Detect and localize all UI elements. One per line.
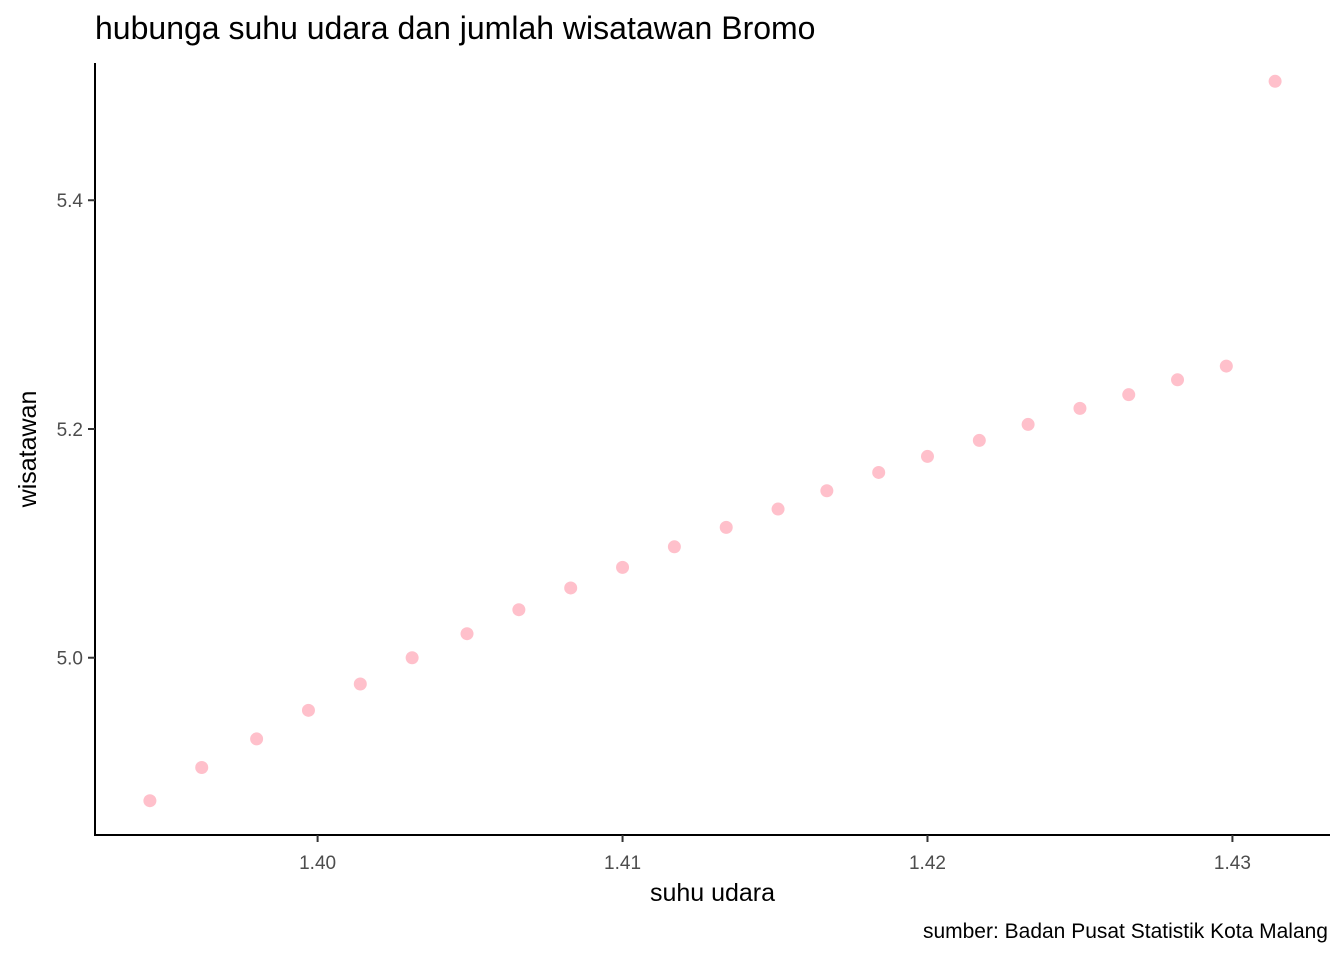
data-point [920,449,934,463]
data-points [143,74,1282,808]
data-point [719,520,733,534]
data-point [1122,388,1136,402]
y-tick-label: 5.0 [57,649,83,670]
y-axis-title: wisatawan [14,391,42,509]
tick-labels: 1.40 1.41 1.42 1.43 5.0 5.2 5.4 [57,191,1251,874]
data-point [872,465,886,479]
data-point [667,540,681,554]
data-point [250,732,264,746]
data-point [143,794,157,808]
data-point [972,433,986,447]
data-point [353,677,367,691]
data-point [1171,373,1185,387]
y-tick-label: 5.2 [57,420,83,441]
data-point [301,703,315,717]
data-point [771,502,785,516]
data-point [1219,359,1233,373]
data-point [405,651,419,665]
data-point [1021,417,1035,431]
data-point [616,560,630,574]
data-point [1073,401,1087,415]
data-point [564,581,578,595]
x-axis-title: suhu udara [650,879,775,907]
data-point [195,761,209,775]
data-point [1268,74,1282,88]
x-tick-label: 1.43 [1214,853,1251,874]
x-tick-label: 1.42 [909,853,946,874]
axes [88,63,1330,842]
data-point [512,603,526,617]
data-point [460,627,474,641]
chart-title: hubunga suhu udara dan jumlah wisatawan … [95,10,816,46]
source-caption: sumber: Badan Pusat Statistik Kota Malan… [922,920,1328,943]
x-tick-label: 1.40 [299,853,336,874]
x-tick-label: 1.41 [604,853,641,874]
data-point [820,484,834,498]
y-tick-label: 5.4 [57,191,84,212]
